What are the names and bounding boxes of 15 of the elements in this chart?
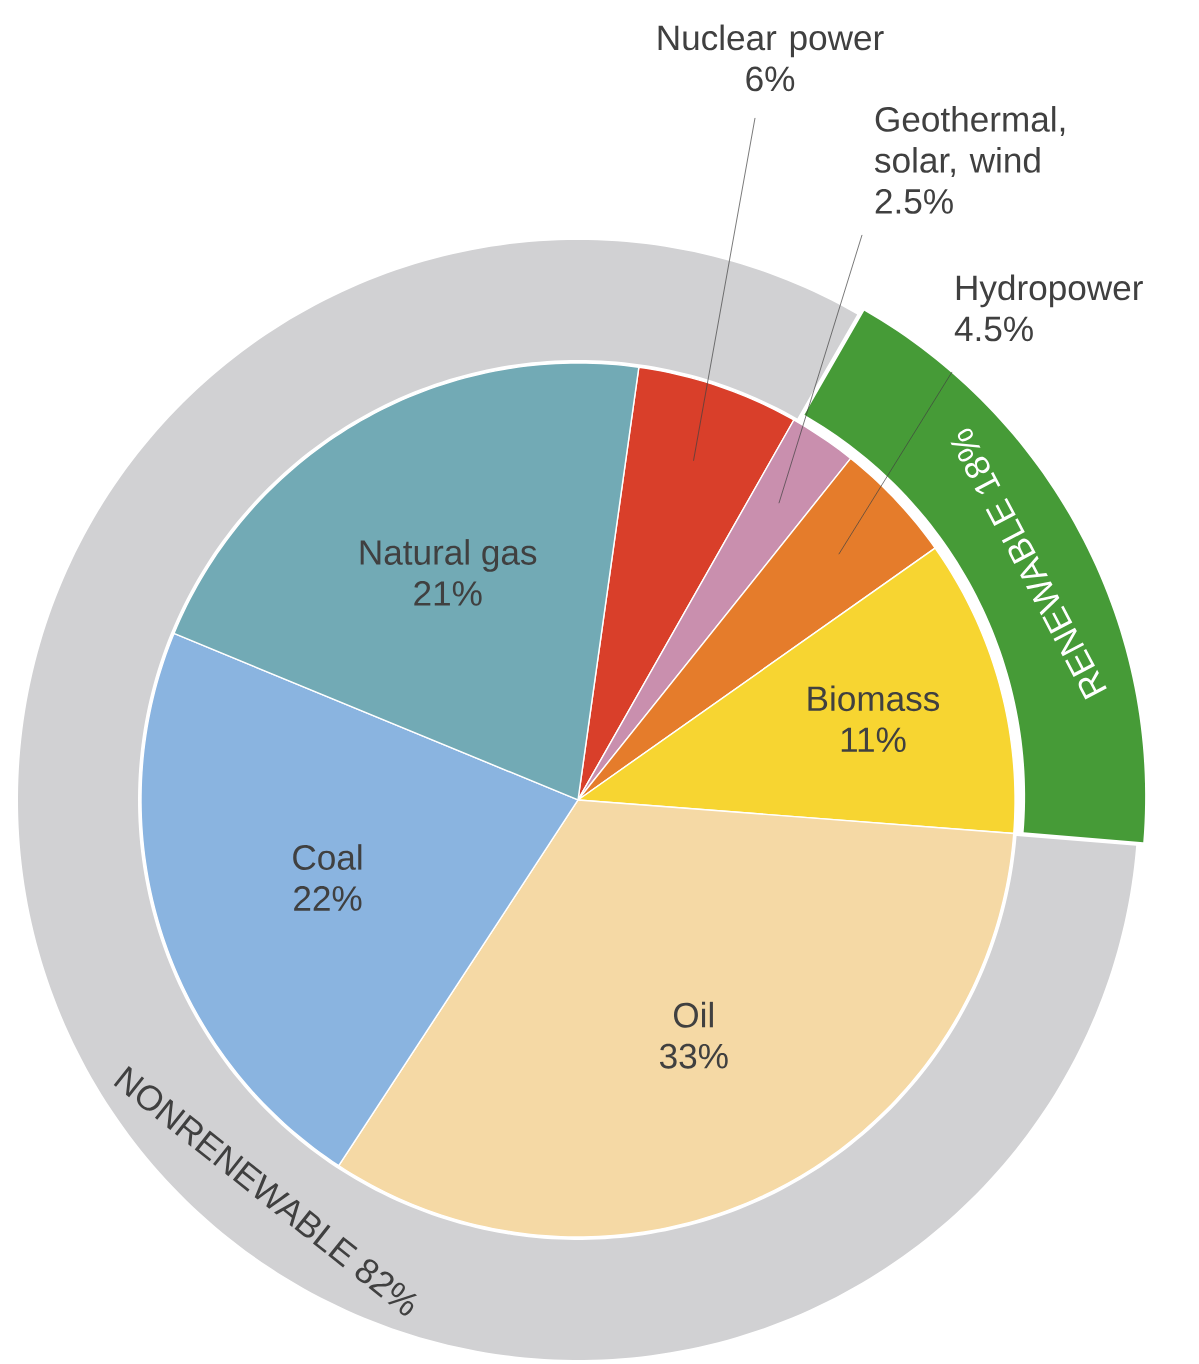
data-label: 18% [950,428,1001,495]
slice-label: Geothermal, solar, wind [874,106,1065,178]
slice-label: Oil [673,1001,713,1028]
slice-label: Biomass [808,685,940,712]
slice-label: Coal [293,844,362,870]
slice-label: Nuclear power [658,24,884,58]
data-label: 2.5% [875,188,953,214]
data-label: 22% [294,886,362,911]
slice-label: Hydropower [956,274,1143,308]
data-label: 6% [746,66,795,92]
data-label: 4.5% [954,316,1033,342]
data-label: 11% [841,727,906,753]
data-label: 33% [659,1043,728,1069]
data-label: 21% [414,581,482,606]
slice-label: Natural gas [360,539,537,572]
